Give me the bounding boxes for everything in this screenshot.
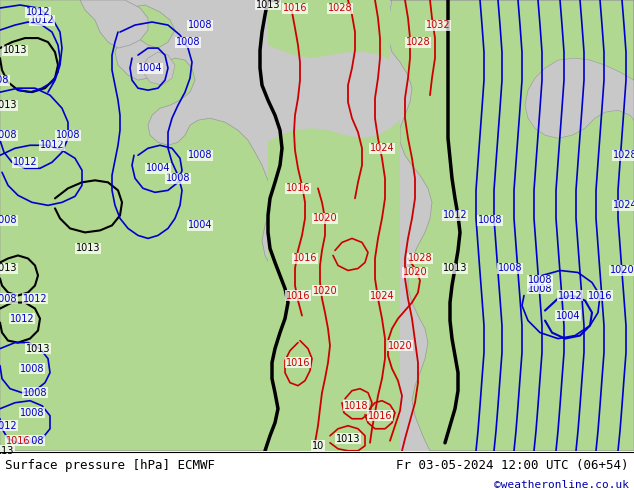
- Text: 1013: 1013: [75, 244, 100, 253]
- Text: 1028: 1028: [408, 253, 432, 264]
- Text: 1016: 1016: [6, 436, 30, 446]
- Text: 1028: 1028: [328, 3, 353, 13]
- Text: 1012: 1012: [558, 291, 582, 300]
- Text: 1008: 1008: [527, 275, 552, 286]
- Text: 1024: 1024: [370, 143, 394, 153]
- Polygon shape: [268, 120, 400, 451]
- Text: 1016: 1016: [588, 291, 612, 300]
- Text: 1008: 1008: [498, 264, 522, 273]
- Text: 1016: 1016: [368, 411, 392, 421]
- Text: 1016: 1016: [286, 291, 310, 300]
- Text: 1008: 1008: [23, 388, 48, 398]
- Text: 1028: 1028: [406, 37, 430, 47]
- Text: 1013: 1013: [26, 343, 50, 354]
- Polygon shape: [0, 0, 295, 451]
- Text: 1013: 1013: [0, 100, 17, 110]
- Text: 1020: 1020: [313, 286, 337, 295]
- Text: 113: 113: [0, 446, 14, 456]
- Polygon shape: [80, 0, 148, 48]
- Text: 1012: 1012: [10, 314, 34, 323]
- Text: 10: 10: [312, 441, 324, 451]
- Text: 1024: 1024: [612, 200, 634, 210]
- Text: 1032: 1032: [425, 20, 450, 30]
- Text: 1012: 1012: [40, 140, 64, 150]
- Text: 1012: 1012: [0, 421, 17, 431]
- Text: 1016: 1016: [286, 358, 310, 368]
- Text: 1012: 1012: [30, 15, 55, 25]
- Polygon shape: [390, 0, 634, 138]
- Text: 1004: 1004: [138, 63, 162, 73]
- Text: 1008: 1008: [165, 173, 190, 183]
- Text: 1013: 1013: [336, 434, 360, 444]
- Text: 1012: 1012: [26, 7, 50, 17]
- Text: 1004: 1004: [188, 220, 212, 230]
- Text: 1012: 1012: [23, 294, 48, 303]
- Text: 1008: 1008: [0, 216, 17, 225]
- Text: 1016: 1016: [286, 183, 310, 194]
- Text: 1008: 1008: [176, 37, 200, 47]
- Text: 1008: 1008: [56, 130, 81, 140]
- Text: 1016: 1016: [283, 3, 307, 13]
- Text: 1020: 1020: [610, 266, 634, 275]
- Text: 1008: 1008: [20, 364, 44, 374]
- Text: ©weatheronline.co.uk: ©weatheronline.co.uk: [494, 480, 629, 490]
- Text: 1008: 1008: [0, 294, 17, 303]
- Text: 1004: 1004: [146, 163, 171, 173]
- Text: 1024: 1024: [370, 291, 394, 300]
- Text: 1018: 1018: [344, 401, 368, 411]
- Text: 1008: 1008: [20, 408, 44, 418]
- Text: 1008: 1008: [20, 436, 44, 446]
- Text: 1016: 1016: [293, 253, 317, 264]
- Text: Fr 03-05-2024 12:00 UTC (06+54): Fr 03-05-2024 12:00 UTC (06+54): [396, 460, 629, 472]
- Text: 1013: 1013: [256, 0, 280, 10]
- Polygon shape: [268, 0, 390, 60]
- Text: 1013: 1013: [0, 264, 17, 273]
- Text: 1008: 1008: [188, 20, 212, 30]
- Text: 1020: 1020: [403, 268, 427, 277]
- Text: 1008: 1008: [527, 284, 552, 294]
- Text: Surface pressure [hPa] ECMWF: Surface pressure [hPa] ECMWF: [5, 460, 215, 472]
- Text: 1012: 1012: [13, 157, 37, 167]
- Text: 1008: 1008: [0, 130, 17, 140]
- Text: 1008: 1008: [188, 150, 212, 160]
- Text: 1008: 1008: [478, 216, 502, 225]
- Text: 1012: 1012: [443, 210, 467, 221]
- Text: 1028: 1028: [612, 150, 634, 160]
- Text: 1020: 1020: [387, 341, 412, 351]
- Polygon shape: [143, 52, 175, 85]
- Polygon shape: [388, 0, 634, 451]
- Text: 1004: 1004: [556, 311, 580, 320]
- Text: 1013: 1013: [3, 45, 27, 55]
- Text: 1013: 1013: [443, 264, 467, 273]
- Text: 008: 008: [0, 75, 9, 85]
- Text: 1020: 1020: [313, 213, 337, 223]
